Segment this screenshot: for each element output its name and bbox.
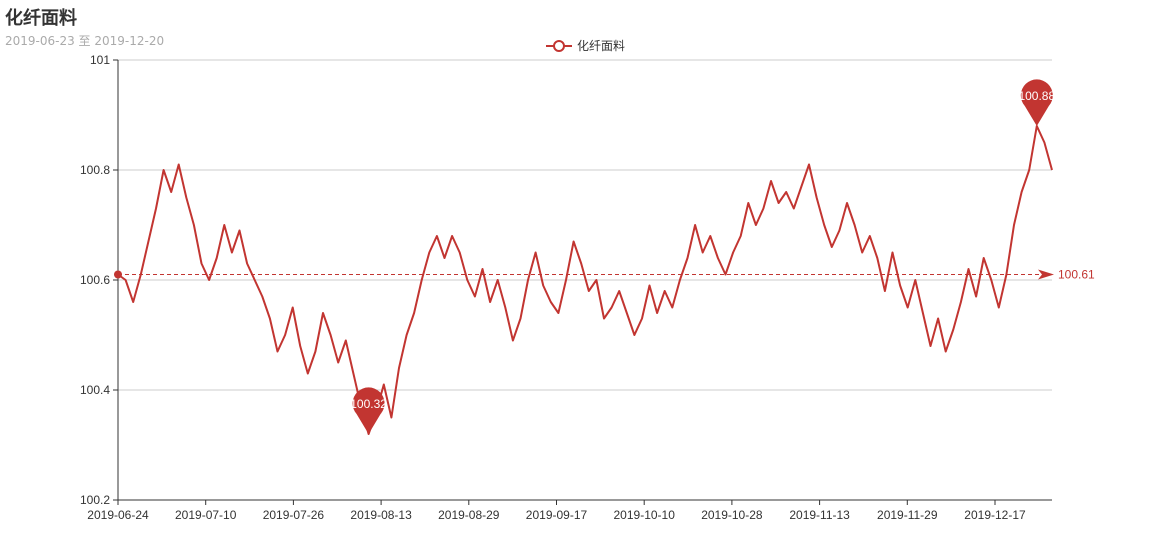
x-tick-label: 2019-08-13 — [350, 508, 412, 522]
x-tick-label: 2019-10-28 — [701, 508, 763, 522]
series-line — [117, 125, 1053, 435]
y-tick-label: 100.8 — [80, 163, 110, 177]
y-tick-label: 100.4 — [80, 383, 110, 397]
legend-circle-icon — [553, 40, 565, 52]
average-mark-line: 100.61 — [114, 268, 1095, 282]
y-tick-label: 100.2 — [80, 493, 110, 507]
pin-icon — [352, 387, 385, 434]
average-line-arrow-icon — [1038, 269, 1054, 280]
x-tick-label: 2019-07-26 — [263, 508, 325, 522]
x-tick-label: 2019-11-29 — [877, 508, 938, 522]
y-tick-label: 100.6 — [80, 273, 110, 287]
mark-points: 100.88 100.32 — [350, 79, 1055, 434]
y-tick-label: 101 — [90, 53, 110, 67]
min-mark-point[interactable]: 100.32 — [350, 387, 387, 434]
x-tick-label: 2019-09-17 — [526, 508, 588, 522]
legend[interactable]: 化纤面料 — [546, 39, 625, 53]
mark-point-label: 100.88 — [1018, 89, 1055, 103]
x-tick-label: 2019-06-24 — [87, 508, 149, 522]
legend-label: 化纤面料 — [577, 39, 625, 53]
series-layer — [117, 125, 1053, 435]
x-tick-label: 2019-10-10 — [614, 508, 676, 522]
axes: 2019-06-24 2019-07-10 2019-07-26 2019-08-13… — [87, 60, 1052, 522]
average-line-label: 100.61 — [1058, 268, 1095, 282]
pin-icon — [1020, 79, 1053, 126]
x-tick-label: 2019-07-10 — [175, 508, 237, 522]
x-tick-label: 2019-08-29 — [438, 508, 500, 522]
chart-subtitle: 2019-06-23 至 2019-12-20 — [5, 34, 165, 48]
chart-title: 化纤面料 — [5, 8, 77, 29]
x-tick-label: 2019-12-17 — [964, 508, 1026, 522]
max-mark-point[interactable]: 100.88 — [1018, 79, 1055, 126]
x-tick-label: 2019-11-13 — [789, 508, 850, 522]
mark-point-label: 100.32 — [350, 397, 387, 411]
